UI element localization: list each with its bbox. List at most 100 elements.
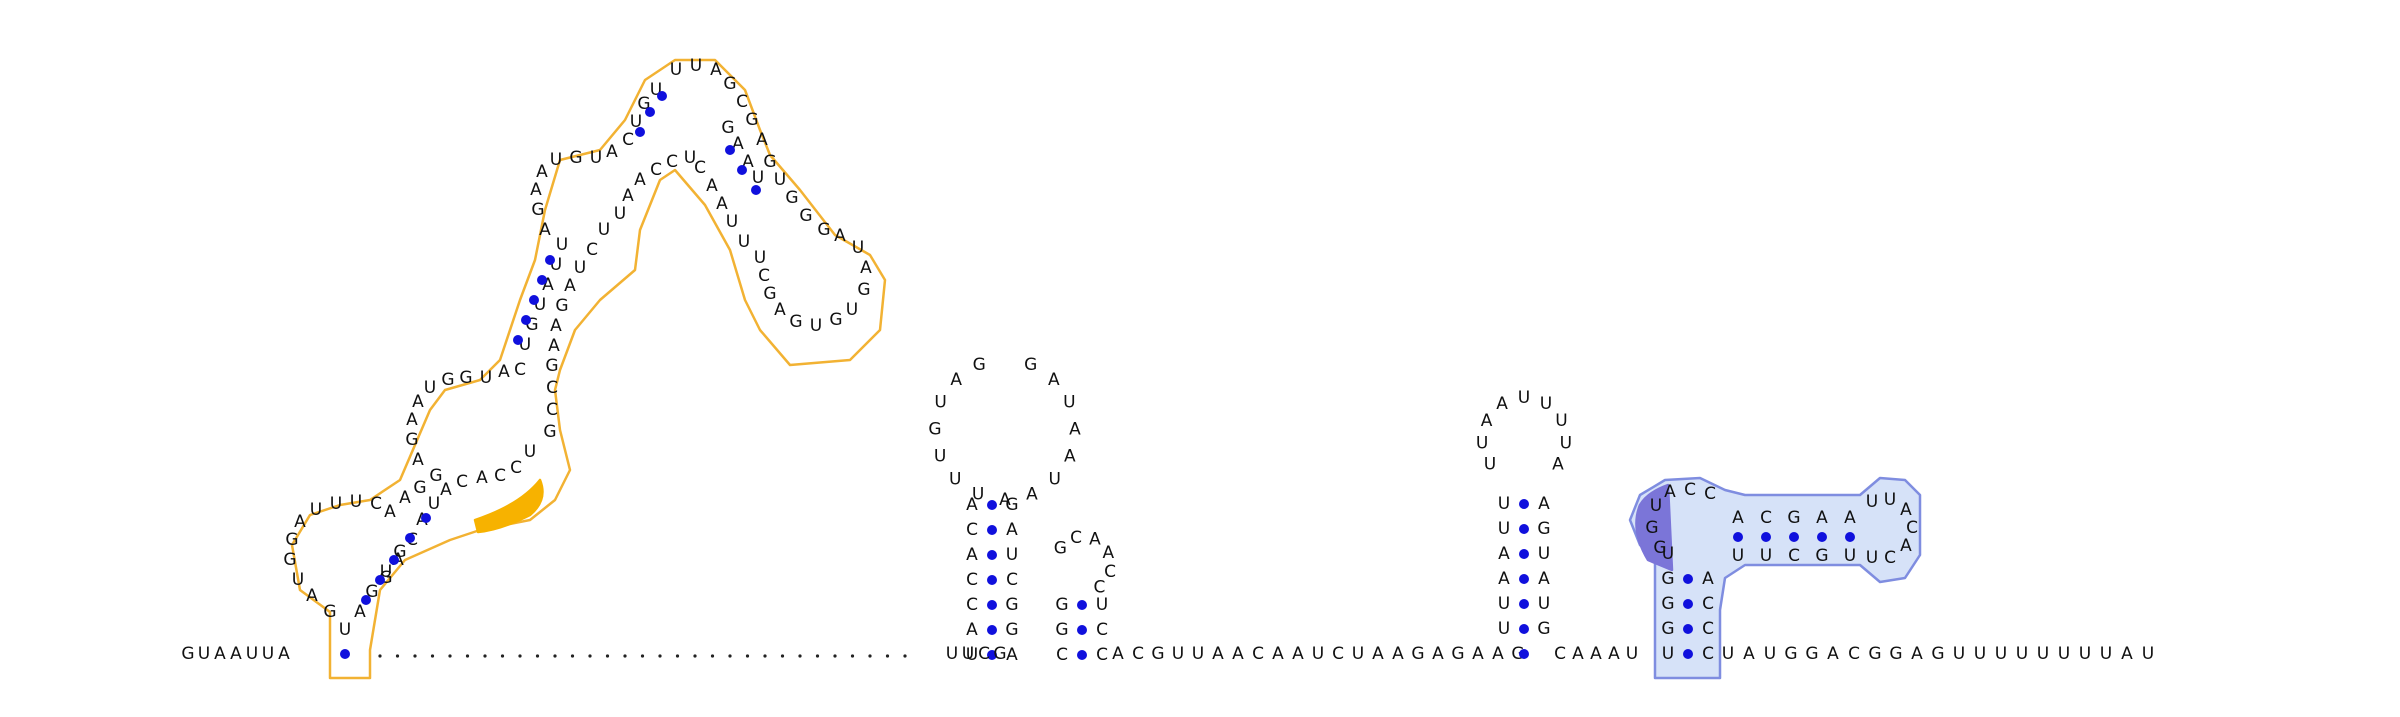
base-pair-dot xyxy=(987,625,997,635)
nucleotide: G xyxy=(785,188,798,208)
base-pair-dot xyxy=(1683,649,1693,659)
nucleotide: A xyxy=(1538,494,1550,514)
nucleotide: C xyxy=(736,92,748,112)
base-pair-dot xyxy=(987,550,997,560)
nucleotide: A xyxy=(412,392,424,412)
base-pair-dot xyxy=(1683,599,1693,609)
nucleotide: U xyxy=(752,168,764,188)
nucleotide: C xyxy=(1104,562,1116,582)
base-pair-dot xyxy=(405,533,415,543)
nucleotide: U xyxy=(1498,594,1510,614)
nucleotide: A xyxy=(1064,446,1076,466)
nucleotide: A xyxy=(1232,644,1244,664)
nucleotide: G xyxy=(763,284,776,304)
nucleotide: U xyxy=(524,442,536,462)
nucleotide: G xyxy=(1815,546,1828,566)
nucleotide: U xyxy=(1498,494,1510,514)
nucleotide: C xyxy=(1702,594,1714,614)
nucleotide: G xyxy=(441,370,454,390)
linker-dot xyxy=(535,654,540,658)
base-pair-dot xyxy=(1077,600,1087,610)
nucleotide: U xyxy=(1650,496,1662,516)
nucleotide: U xyxy=(1006,545,1018,565)
nucleotide: C xyxy=(1056,645,1068,665)
nucleotide: C xyxy=(456,472,468,492)
nucleotide: C xyxy=(1702,619,1714,639)
nucleotide: U xyxy=(1352,644,1364,664)
nucleotide: C xyxy=(1094,578,1106,598)
nucleotide: C xyxy=(546,378,558,398)
nucleotide: G xyxy=(1054,539,1067,559)
nucleotide: A xyxy=(1816,508,1828,528)
base-pair-dot xyxy=(657,91,667,101)
nucleotide: A xyxy=(1292,644,1304,664)
base-pair-dot xyxy=(389,555,399,565)
nucleotide: U xyxy=(852,238,864,258)
nucleotide: G xyxy=(405,430,418,450)
nucleotide: C xyxy=(1132,644,1144,664)
nucleotide: G xyxy=(1024,355,1037,375)
nucleotide: A xyxy=(716,194,728,214)
nucleotide: U xyxy=(726,212,738,232)
nucleotide: G xyxy=(1005,495,1018,515)
nucleotide: C xyxy=(370,494,382,514)
base-pair-dot xyxy=(1817,532,1827,542)
nucleotide: A xyxy=(536,162,548,182)
linker-dot xyxy=(570,654,575,658)
nucleotide: C xyxy=(1332,644,1344,664)
nucleotide: A xyxy=(539,220,551,240)
nucleotide: G xyxy=(1055,595,1068,615)
nucleotide: U xyxy=(480,368,492,388)
nucleotide: C xyxy=(494,466,506,486)
nucleotide: A xyxy=(710,60,722,80)
nucleotide: A xyxy=(1664,482,1676,502)
nucleotide: A xyxy=(966,495,978,515)
nucleotide: A xyxy=(1492,644,1504,664)
nucleotide: G xyxy=(723,74,736,94)
nucleotide: C xyxy=(666,152,678,172)
nucleotide: A xyxy=(1538,569,1550,589)
nucleotide: A xyxy=(530,180,542,200)
nucleotide: G xyxy=(745,110,758,130)
nucleotide: A xyxy=(1572,644,1584,664)
nucleotide: A xyxy=(498,362,510,382)
base-pair-dot xyxy=(1077,625,1087,635)
base-pair-dot xyxy=(521,315,531,325)
nucleotide: C xyxy=(586,240,598,260)
nucleotide: U xyxy=(1172,644,1184,664)
nucleotide: U xyxy=(2058,644,2070,664)
nucleotide: A xyxy=(706,176,718,196)
nucleotide: C xyxy=(966,520,978,540)
nucleotide: U xyxy=(1732,546,1744,566)
nucleotide: C xyxy=(966,570,978,590)
domain-1-marked-region xyxy=(473,478,544,534)
nucleotide: A xyxy=(1212,644,1224,664)
nucleotide: C xyxy=(622,130,634,150)
nucleotide: G xyxy=(1511,644,1524,664)
nucleotide: G xyxy=(1784,644,1797,664)
nucleotide: U xyxy=(2142,644,2154,664)
nucleotide: A xyxy=(606,142,618,162)
base-pair-dot xyxy=(1683,574,1693,584)
nucleotide: A xyxy=(950,370,962,390)
nucleotide: C xyxy=(978,644,990,664)
nucleotide: A xyxy=(1732,508,1744,528)
base-pair-dot xyxy=(513,335,523,345)
nucleotide: A xyxy=(756,130,768,150)
nucleotide: G xyxy=(857,280,870,300)
linker-dot xyxy=(833,654,837,658)
nucleotide: A xyxy=(1743,644,1755,664)
nucleotide: U xyxy=(1540,394,1552,414)
nucleotide: C xyxy=(1760,508,1772,528)
nucleotide: G xyxy=(789,312,802,332)
nucleotide: U xyxy=(1484,455,1496,475)
nucleotide: A xyxy=(440,480,452,500)
nucleotide: A xyxy=(1272,644,1284,664)
nucleotide: C xyxy=(1096,645,1108,665)
linker-dot xyxy=(378,654,382,658)
nucleotide: G xyxy=(1661,569,1674,589)
nucleotide: C xyxy=(966,595,978,615)
nucleotide: U xyxy=(934,392,946,412)
nucleotide: G xyxy=(429,466,442,486)
